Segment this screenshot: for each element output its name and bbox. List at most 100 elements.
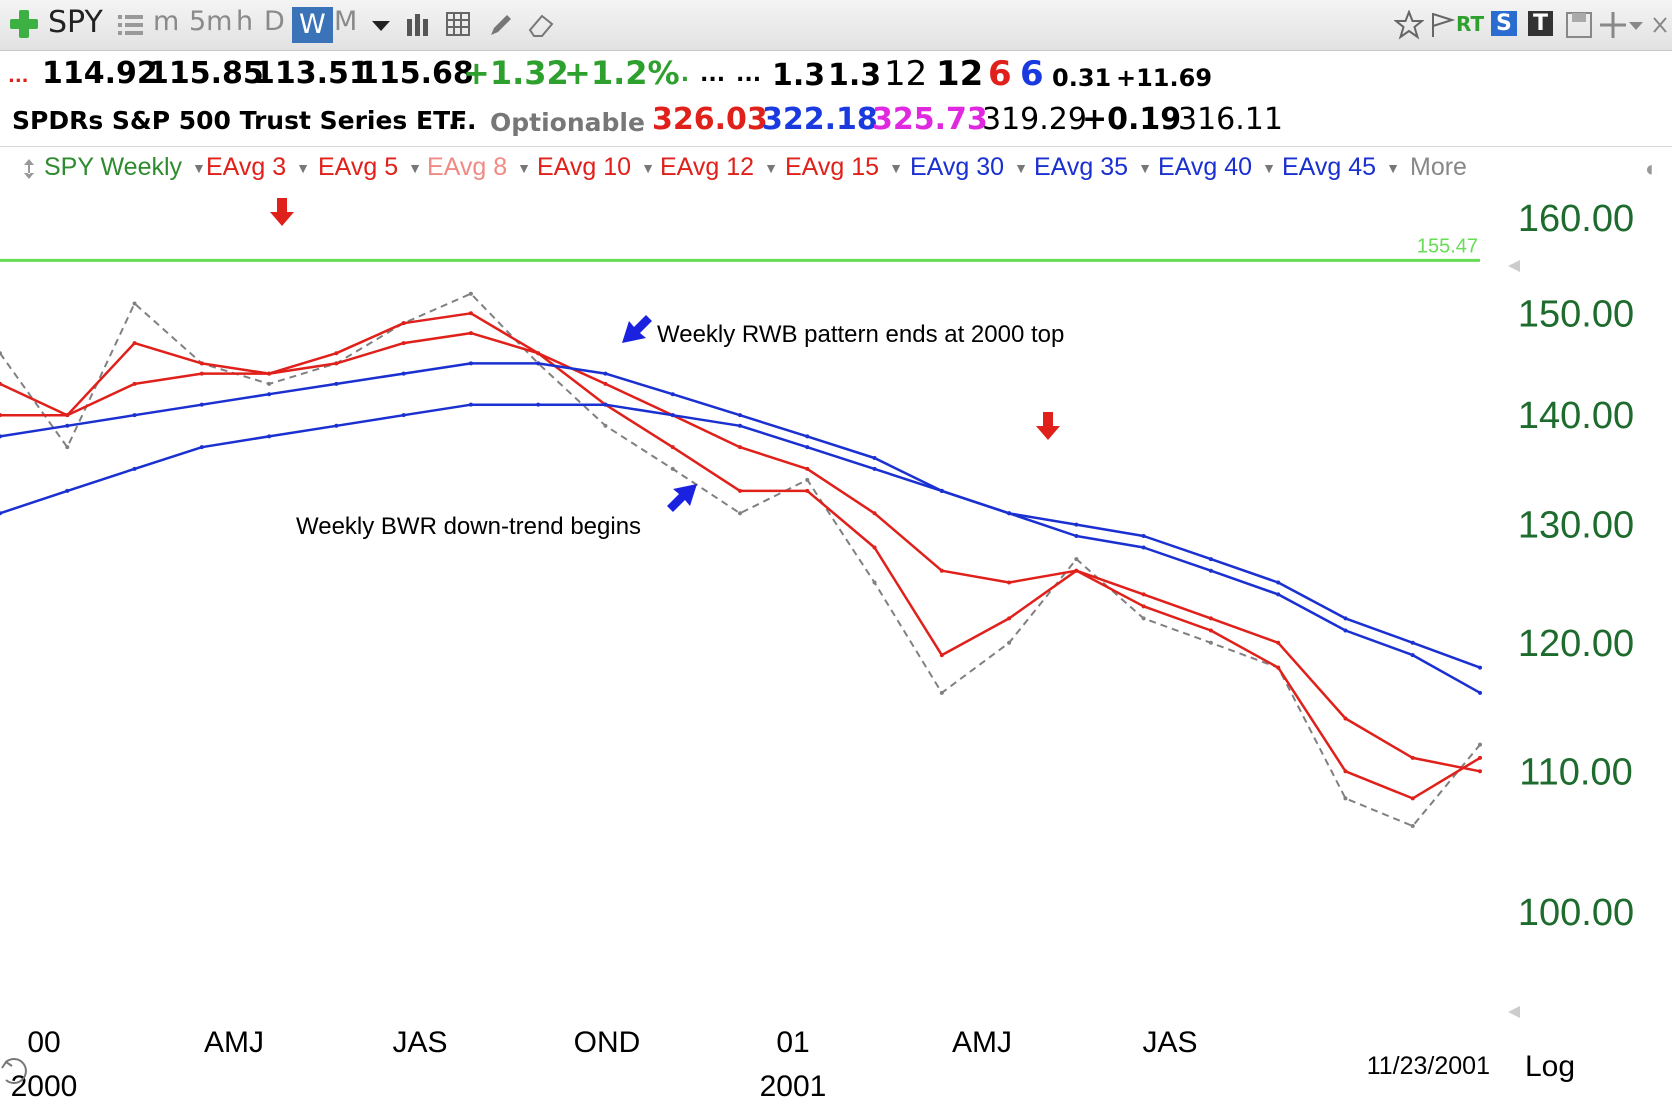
- legend-label: SPY Weekly: [44, 153, 183, 181]
- dots-3: ...: [736, 62, 762, 87]
- chevron-down-icon[interactable]: ▼: [1386, 160, 1400, 177]
- rt-icon[interactable]: RT: [1456, 12, 1485, 36]
- legend-label: EAvg 45: [1282, 153, 1377, 181]
- red-down-arrow-icon: [1036, 412, 1060, 440]
- series-point: [334, 381, 339, 386]
- quote-line-1: ... 114.92 115.85 113.51 115.68 +1.32 +1…: [0, 52, 1672, 102]
- price-1: 326.03: [652, 102, 768, 137]
- chevron-down-icon[interactable]: ▼: [1262, 160, 1276, 177]
- legend-label: EAvg 8: [427, 153, 508, 181]
- legend-item-0[interactable]: SPY Weekly ▼: [44, 153, 206, 182]
- y-tick-label: 160.00: [1518, 198, 1634, 240]
- close-icon[interactable]: [1650, 10, 1670, 40]
- legend-item-9[interactable]: EAvg 40 ▼: [1158, 153, 1276, 182]
- chevron-down-icon[interactable]: ▼: [1014, 160, 1028, 177]
- series-point: [468, 361, 473, 366]
- series-point: [1007, 616, 1012, 621]
- series-point: [1410, 796, 1415, 801]
- list-icon[interactable]: [116, 10, 146, 40]
- dropdown-caret-icon[interactable]: [366, 10, 396, 40]
- crosshair-icon[interactable]: [1598, 10, 1628, 40]
- legend-item-4[interactable]: EAvg 10 ▼: [537, 153, 655, 182]
- eraser-icon[interactable]: [526, 10, 556, 40]
- legend-item-7[interactable]: EAvg 30 ▼: [910, 153, 1028, 182]
- chevron-down-icon[interactable]: ▼: [889, 160, 903, 177]
- series-point: [872, 545, 877, 550]
- chevron-down-icon[interactable]: ▼: [1138, 160, 1152, 177]
- chevron-down-icon[interactable]: ▼: [764, 160, 778, 177]
- price-3: 325.73: [872, 102, 988, 137]
- star-icon[interactable]: [1394, 10, 1424, 40]
- grid-icon[interactable]: [444, 10, 474, 40]
- series-point: [805, 488, 810, 493]
- log-scale-toggle[interactable]: Log: [1525, 1050, 1575, 1083]
- price-2: 322.18: [762, 102, 878, 137]
- sort-icon[interactable]: [22, 158, 36, 180]
- plus-icon[interactable]: [8, 8, 40, 40]
- chevron-down-icon[interactable]: ▼: [641, 160, 655, 177]
- palette-icon[interactable]: ◐: [1645, 156, 1659, 181]
- legend-label: EAvg 5: [318, 153, 399, 181]
- legend-item-10[interactable]: EAvg 45 ▼: [1282, 153, 1400, 182]
- series-point: [603, 371, 608, 376]
- chevron-down-icon[interactable]: ▼: [296, 160, 311, 177]
- interval-m-month[interactable]: M: [334, 6, 358, 37]
- pencil-icon[interactable]: [486, 10, 516, 40]
- chevron-down-icon[interactable]: ▼: [408, 160, 423, 177]
- series-point: [603, 423, 608, 428]
- value-6: 6: [1020, 54, 1044, 94]
- legend-item-2[interactable]: EAvg 5 ▼: [318, 153, 422, 182]
- s-icon[interactable]: S: [1491, 11, 1517, 36]
- series-point: [1478, 665, 1482, 670]
- series-point: [1478, 755, 1482, 760]
- x-tick-label: JAS: [392, 1026, 447, 1059]
- series-point: [805, 477, 810, 482]
- series-point: [939, 653, 944, 658]
- legend-item-8[interactable]: EAvg 35 ▼: [1034, 153, 1152, 182]
- series-point: [1074, 557, 1079, 562]
- series-point: [1007, 640, 1012, 645]
- save-icon[interactable]: [1564, 10, 1594, 40]
- series-point: [65, 413, 70, 418]
- y-tick-label: 110.00: [1519, 751, 1632, 793]
- legend-item-5[interactable]: EAvg 12 ▼: [660, 153, 778, 182]
- series-point: [1343, 769, 1348, 774]
- annotations: Weekly RWB pattern ends at 2000 top Weekl…: [270, 198, 1064, 540]
- series-line-1: [0, 312, 1481, 800]
- chevron-down-icon[interactable]: ▼: [192, 160, 206, 177]
- interval-m[interactable]: m: [153, 6, 180, 37]
- price-change: +1.32: [463, 54, 569, 92]
- series-point: [939, 488, 944, 493]
- quote-line-2: SPDRs S&P 500 Trust Series ETF ... Optio…: [0, 100, 1672, 146]
- series-point: [65, 445, 70, 450]
- series-point: [1478, 769, 1482, 774]
- legend-label: EAvg 40: [1158, 153, 1253, 181]
- interval-w[interactable]: W: [292, 7, 333, 43]
- series-point: [1208, 557, 1213, 562]
- low-price: 113.51: [254, 56, 370, 91]
- value-5: 6: [988, 54, 1012, 94]
- series-point: [65, 423, 70, 428]
- dropdown-icon[interactable]: [1626, 10, 1646, 40]
- series-point: [334, 423, 339, 428]
- legend-more[interactable]: More: [1410, 153, 1467, 181]
- series-point: [1074, 522, 1079, 527]
- legend-item-1[interactable]: EAvg 3 ▼: [206, 153, 310, 182]
- chevron-down-icon[interactable]: ▼: [517, 160, 532, 177]
- annotation-bwr-begins: Weekly BWR down-trend begins: [296, 513, 641, 540]
- series-point: [872, 466, 877, 471]
- series-point: [1410, 653, 1415, 658]
- series-point: [670, 392, 675, 397]
- series-point: [0, 351, 2, 356]
- interval-d[interactable]: D: [264, 6, 285, 37]
- interval-h[interactable]: h: [236, 6, 254, 37]
- flag-icon[interactable]: [1428, 10, 1458, 40]
- legend-item-6[interactable]: EAvg 15 ▼: [785, 153, 903, 182]
- series-point: [738, 423, 742, 428]
- symbol-input[interactable]: SPY: [48, 5, 103, 40]
- bar-chart-icon[interactable]: [404, 10, 434, 40]
- t-icon[interactable]: T: [1528, 11, 1554, 36]
- interval-5m[interactable]: 5m: [189, 6, 233, 37]
- legend-item-3[interactable]: EAvg 8 ▼: [427, 153, 531, 182]
